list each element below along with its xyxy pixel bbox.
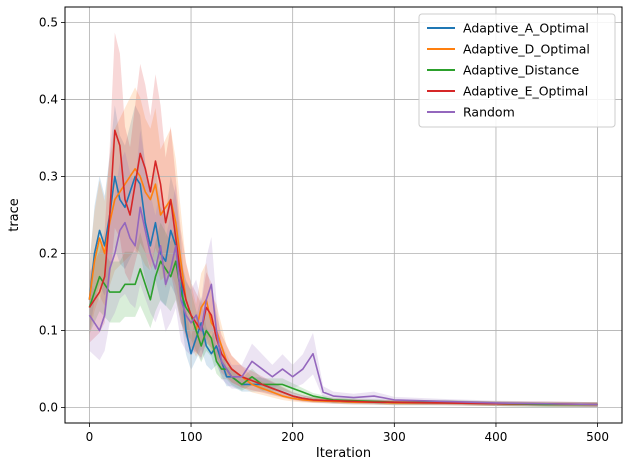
x-tick-label: 200 xyxy=(281,430,304,444)
y-tick-label: 0.2 xyxy=(39,247,58,261)
y-axis-ticks: 0.0 0.1 0.2 0.3 0.4 0.5 xyxy=(39,15,65,415)
y-axis-label: trace xyxy=(7,198,22,232)
plot-area-frame xyxy=(64,6,623,424)
x-tick-label: 400 xyxy=(485,430,508,444)
y-tick-label: 0.1 xyxy=(39,324,58,338)
legend-label: Adaptive_Distance xyxy=(463,63,580,78)
x-axis-label: Iteration xyxy=(316,446,371,461)
legend-label: Adaptive_A_Optimal xyxy=(463,21,589,36)
legend-label: Adaptive_D_Optimal xyxy=(463,42,590,57)
legend-label: Random xyxy=(463,105,515,120)
legend-label: Adaptive_E_Optimal xyxy=(463,84,588,99)
legend-box xyxy=(418,13,616,128)
legend: Adaptive_A_Optimal Adaptive_D_Optimal Adap… xyxy=(418,13,616,128)
y-tick-label: 0.0 xyxy=(39,401,58,415)
x-tick-label: 0 xyxy=(86,430,94,444)
series-line-4 xyxy=(88,206,598,406)
y-tick-label: 0.3 xyxy=(39,169,58,183)
y-tick-label: 0.4 xyxy=(39,92,58,106)
x-tick-label: 300 xyxy=(383,430,406,444)
y-tick-label: 0.5 xyxy=(39,15,58,29)
series-lines xyxy=(88,129,598,406)
x-tick-label: 100 xyxy=(180,430,203,444)
series-line-2 xyxy=(88,260,598,406)
x-axis-ticks: 0 100 200 300 400 500 xyxy=(86,423,609,444)
confidence-band-3 xyxy=(89,32,598,407)
x-tick-label: 500 xyxy=(586,430,609,444)
